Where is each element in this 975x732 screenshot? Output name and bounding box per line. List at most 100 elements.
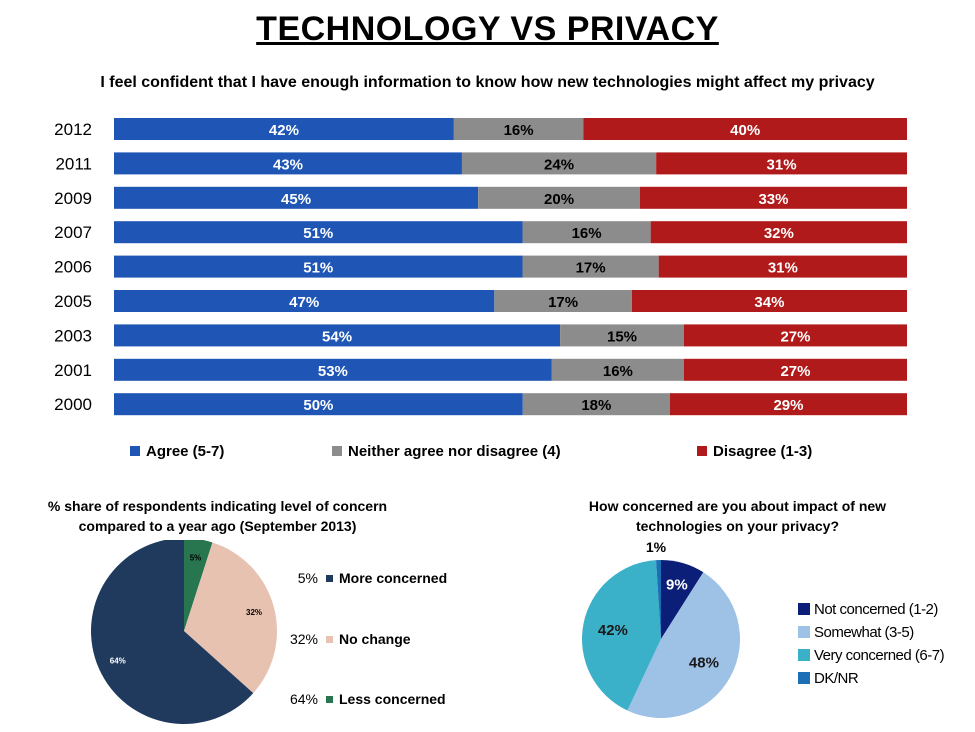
bar-segment: [522, 255, 659, 278]
bar-segment: [114, 393, 523, 416]
bar-value-label: 32%: [764, 225, 794, 242]
legend-swatch: [326, 636, 333, 643]
bar-value-label: 17%: [548, 294, 578, 311]
bar-segment: [522, 393, 670, 416]
pie-slice: [184, 542, 277, 694]
page-title: TECHNOLOGY VS PRIVACY: [256, 10, 719, 48]
pie-slice-label: 48%: [689, 655, 719, 672]
bar-value-label: 16%: [504, 122, 534, 139]
bar-segment: [551, 358, 684, 381]
legend-label: Disagree (1-3): [713, 443, 812, 460]
pie-slice-label: 5%: [190, 553, 202, 562]
bar-value-label: 18%: [581, 397, 611, 414]
pie-slice: [582, 560, 661, 711]
bar-segment: [114, 221, 523, 244]
pie-slice: [184, 540, 213, 631]
bar-segment: [658, 255, 907, 278]
bar-value-label: 16%: [603, 363, 633, 380]
legend-label: Not concerned (1-2): [814, 601, 938, 618]
year-label: 2000: [54, 395, 92, 414]
bar-segment: [114, 152, 462, 175]
bar-value-label: 17%: [576, 260, 606, 277]
year-label: 2005: [54, 292, 92, 311]
bar-segment: [656, 152, 907, 175]
privacy-concern-pie-chart: 9% 48% 42% 1% Not concerned (1-2) Somewhat (3…: [582, 539, 945, 719]
concern-change-pie-chart: 5% 32% 64% 5% More concerned 32% No change 64% L…: [91, 540, 447, 724]
legend-swatch: [798, 626, 810, 638]
bar-segment: [461, 152, 657, 175]
year-label: 2007: [54, 223, 92, 242]
bar-value-label: 34%: [754, 294, 784, 311]
bar-value-label: 31%: [768, 260, 798, 277]
bar-segment: [114, 118, 454, 140]
bar-value-label: 45%: [281, 191, 311, 208]
bar-value-label: 51%: [303, 225, 333, 242]
pie-slice: [661, 560, 704, 639]
pie-slice-label: 9%: [666, 576, 688, 593]
legend-label: Very concerned (6-7): [814, 647, 945, 664]
pie-slice-label: 1%: [646, 539, 667, 555]
legend-label: Neither agree nor disagree (4): [348, 443, 561, 460]
legend-label: More concerned: [339, 570, 447, 586]
bar-value-label: 29%: [773, 397, 803, 414]
pie-slice-label: 32%: [246, 608, 262, 617]
bar-chart-title: I feel confident that I have enough info…: [100, 74, 875, 91]
bar-value-label: 47%: [289, 294, 319, 311]
legend-value: 64%: [290, 691, 318, 707]
bar-segment: [631, 290, 907, 312]
bar-value-label: 24%: [544, 156, 574, 173]
year-label: 2012: [54, 120, 92, 139]
bar-segment: [683, 324, 907, 347]
bar-value-label: 40%: [730, 122, 760, 139]
pie1-title: % share of respondents indicating level …: [47, 498, 388, 534]
legend-swatch: [130, 446, 140, 456]
bar-value-label: 20%: [544, 191, 574, 208]
year-label: 2003: [54, 326, 92, 345]
pie-slice: [656, 560, 661, 639]
bar-segment: [683, 358, 907, 381]
legend-swatch: [326, 575, 333, 582]
bar-value-label: 50%: [303, 397, 333, 414]
bar-segment: [522, 221, 651, 244]
bar-segment: [114, 186, 479, 209]
legend-value: 32%: [290, 631, 318, 647]
pie-slice-label: 42%: [598, 622, 628, 639]
legend-value: 5%: [298, 570, 318, 586]
year-label: 2006: [54, 258, 92, 277]
legend-swatch: [697, 446, 707, 456]
year-label: 2001: [54, 361, 92, 380]
bar-segment: [114, 324, 561, 347]
pie-slice-label: 64%: [110, 657, 126, 666]
bar-value-label: 53%: [318, 363, 348, 380]
bar-segment: [494, 290, 632, 312]
legend-label: No change: [339, 631, 411, 647]
bar-segment: [114, 358, 552, 381]
legend-swatch: [332, 446, 342, 456]
bar-segment: [669, 393, 907, 416]
bar-segment: [478, 186, 640, 209]
legend-swatch: [798, 649, 810, 661]
bar-segment: [114, 290, 495, 312]
bar-segment: [583, 118, 907, 140]
legend-label: Agree (5-7): [146, 443, 224, 460]
legend-swatch: [798, 672, 810, 684]
bar-segment: [650, 221, 907, 244]
bar-segment: [639, 186, 907, 209]
legend-label: Somewhat (3-5): [814, 624, 914, 641]
stacked-bar-chart: 2012 42% 16% 40% 2011 43% 24% 31% 2009 45% 20% 33% 2…: [54, 118, 907, 460]
bar-segment: [114, 255, 523, 278]
legend-label: DK/NR: [814, 670, 859, 687]
bar-value-label: 31%: [767, 156, 797, 173]
pie2-title: How concerned are you about impact of ne…: [588, 498, 887, 534]
bar-segment: [453, 118, 584, 140]
legend-swatch: [798, 603, 810, 615]
bar-value-label: 42%: [269, 122, 299, 139]
bar-segment: [560, 324, 684, 347]
bar-value-label: 27%: [780, 363, 810, 380]
bar-value-label: 15%: [607, 328, 637, 345]
year-label: 2009: [54, 189, 92, 208]
bar-value-label: 27%: [780, 328, 810, 345]
bar-value-label: 33%: [758, 191, 788, 208]
bar-value-label: 51%: [303, 260, 333, 277]
legend-swatch: [326, 696, 333, 703]
